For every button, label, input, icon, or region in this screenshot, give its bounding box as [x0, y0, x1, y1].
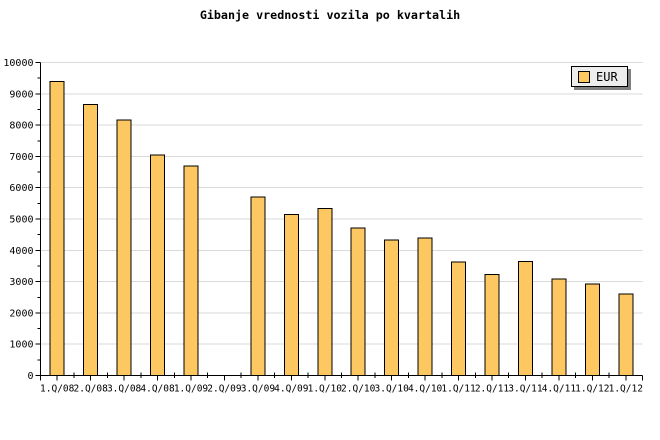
bar-1-2.Q/08 [83, 103, 99, 377]
y-tick-label: 10000 [3, 58, 33, 69]
bar-3-4.Q/08 [150, 154, 166, 376]
y-tick-label: 1000 [9, 340, 33, 351]
y-tick-label: 8000 [9, 121, 33, 132]
bar-13-2.Q/11 [484, 274, 500, 377]
bar-17-1.Q/12 [618, 293, 634, 377]
x-tick-label: 4.Q/08 [140, 384, 175, 395]
bar-9-2.Q/10 [350, 227, 366, 376]
bar-14-3.Q/11 [517, 261, 533, 377]
bar-10-3.Q/10 [384, 239, 400, 376]
y-tick-label: 6000 [9, 183, 33, 194]
bar-16-1.Q/12 [584, 283, 600, 376]
x-tick-label: 1.Q/10 [308, 384, 343, 395]
x-tick-label: 3.Q/10 [375, 384, 410, 395]
bar-8-1.Q/10 [317, 208, 333, 376]
bar-2-3.Q/08 [116, 119, 132, 376]
x-tick-label: 3.Q/09 [241, 384, 276, 395]
y-tick-label: 9000 [9, 89, 33, 100]
bar-4-1.Q/09 [183, 165, 199, 376]
x-tick-label: 2.Q/10 [341, 384, 376, 395]
chart-legend: EUR [571, 66, 628, 87]
y-tick-label: 2000 [9, 308, 33, 319]
x-tick-label: 4.Q/09 [274, 384, 309, 395]
bar-7-4.Q/09 [283, 214, 299, 376]
x-tick-label: 2.Q/11 [475, 384, 510, 395]
x-tick-label: 2.Q/08 [74, 384, 109, 395]
bar-15-4.Q/11 [551, 278, 567, 377]
x-tick-label: 1.Q/08 [40, 384, 75, 395]
x-tick-label: 3.Q/11 [508, 384, 543, 395]
x-tick-label: 2.Q/09 [207, 384, 242, 395]
chart-title: Gibanje vrednosti vozila po kvartalih [199, 8, 461, 22]
bar-6-3.Q/09 [250, 196, 266, 376]
x-tick-label: 1.Q/11 [441, 384, 476, 395]
x-tick-label: 4.Q/11 [542, 384, 577, 395]
y-tick-label: 5000 [9, 215, 33, 226]
x-tick-label: 1.Q/12 [609, 384, 643, 395]
y-tick-label: 4000 [9, 246, 33, 257]
bar-11-4.Q/10 [417, 237, 433, 376]
y-tick-label: 0 [27, 371, 33, 382]
bar-0-1.Q/08 [49, 80, 65, 377]
legend-swatch-icon [578, 70, 590, 83]
x-tick-label: 1.Q/09 [174, 384, 209, 395]
y-tick-label: 7000 [9, 152, 33, 163]
x-tick-label: 1.Q/12 [575, 384, 609, 395]
x-tick-label: 4.Q/10 [408, 384, 443, 395]
y-tick-label: 3000 [9, 277, 33, 288]
x-tick-label: 3.Q/08 [107, 384, 142, 395]
bar-12-1.Q/11 [451, 261, 467, 377]
legend-label: EUR [596, 69, 618, 84]
